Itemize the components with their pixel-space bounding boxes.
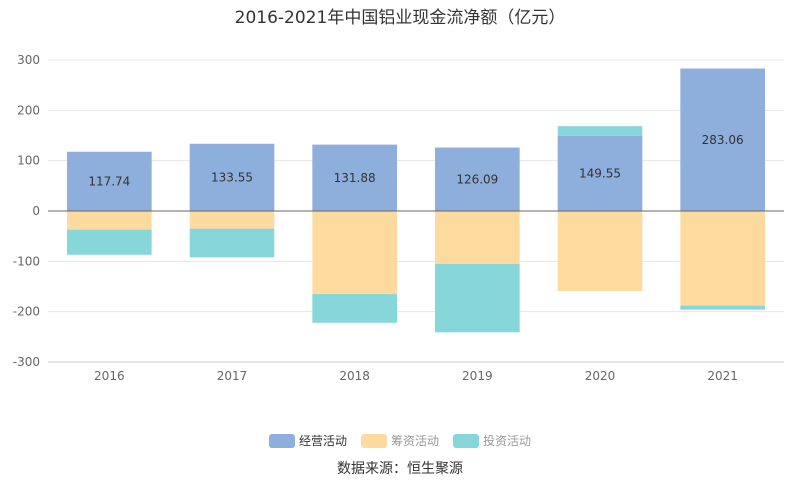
y-tick-label: 300: [17, 53, 40, 67]
legend-label: 投资活动: [483, 434, 532, 448]
legend-swatch: [453, 433, 479, 448]
x-tick-label: 2017: [217, 369, 248, 383]
legend-item[interactable]: 投资活动: [453, 432, 531, 449]
data-label: 126.09: [456, 172, 498, 186]
x-tick-label: 2021: [707, 369, 738, 383]
x-tick-label: 2018: [339, 369, 370, 383]
bar-segment: [435, 263, 520, 333]
bar-segment: [189, 228, 275, 258]
data-label: 117.74: [88, 174, 130, 188]
bar-segment: [312, 294, 397, 323]
bar-segment: [435, 211, 520, 264]
y-tick-label: 100: [17, 154, 40, 168]
data-source: 数据来源：恒生聚源: [337, 461, 463, 477]
bar-segment: [67, 229, 152, 255]
x-tick-label: 2016: [94, 369, 125, 383]
data-label: 131.88: [334, 171, 376, 185]
legend-item[interactable]: 筹资活动: [360, 432, 439, 449]
bar-segment: [67, 151, 152, 211]
legend-swatch: [360, 433, 387, 448]
bar-segment: [557, 135, 643, 211]
chart-title: 2016-2021年中国铝业现金流净额（亿元）: [234, 8, 566, 28]
bar-segment: [312, 144, 397, 211]
legend-label: 筹资活动: [390, 434, 439, 448]
x-tick-label: 2019: [462, 369, 493, 383]
y-tick-label: -100: [13, 254, 40, 268]
legend-label: 经营活动: [298, 434, 347, 448]
chart-legend: 经营活动 筹资活动 投资活动: [0, 432, 800, 449]
data-label: 133.55: [211, 170, 253, 184]
legend-item[interactable]: 经营活动: [268, 432, 347, 449]
bar-segment: [680, 68, 765, 212]
y-tick-label: 200: [17, 103, 40, 117]
legend-swatch: [268, 433, 295, 448]
bar-segment: [680, 305, 765, 310]
bar-segment: [557, 211, 643, 292]
bar-segment: [189, 143, 275, 211]
bar-segment: [435, 147, 520, 211]
data-label: 149.55: [579, 166, 621, 180]
bar-segment: [312, 211, 397, 295]
y-tick-label: -200: [13, 305, 40, 319]
bar-segment: [680, 211, 765, 306]
data-label: 283.06: [702, 133, 744, 147]
x-tick-label: 2020: [585, 369, 616, 383]
bar-segment: [67, 211, 152, 230]
y-tick-label: 0: [32, 204, 40, 218]
y-tick-label: -300: [13, 355, 40, 369]
bar-segment: [189, 211, 275, 229]
bar-segment: [557, 126, 643, 136]
